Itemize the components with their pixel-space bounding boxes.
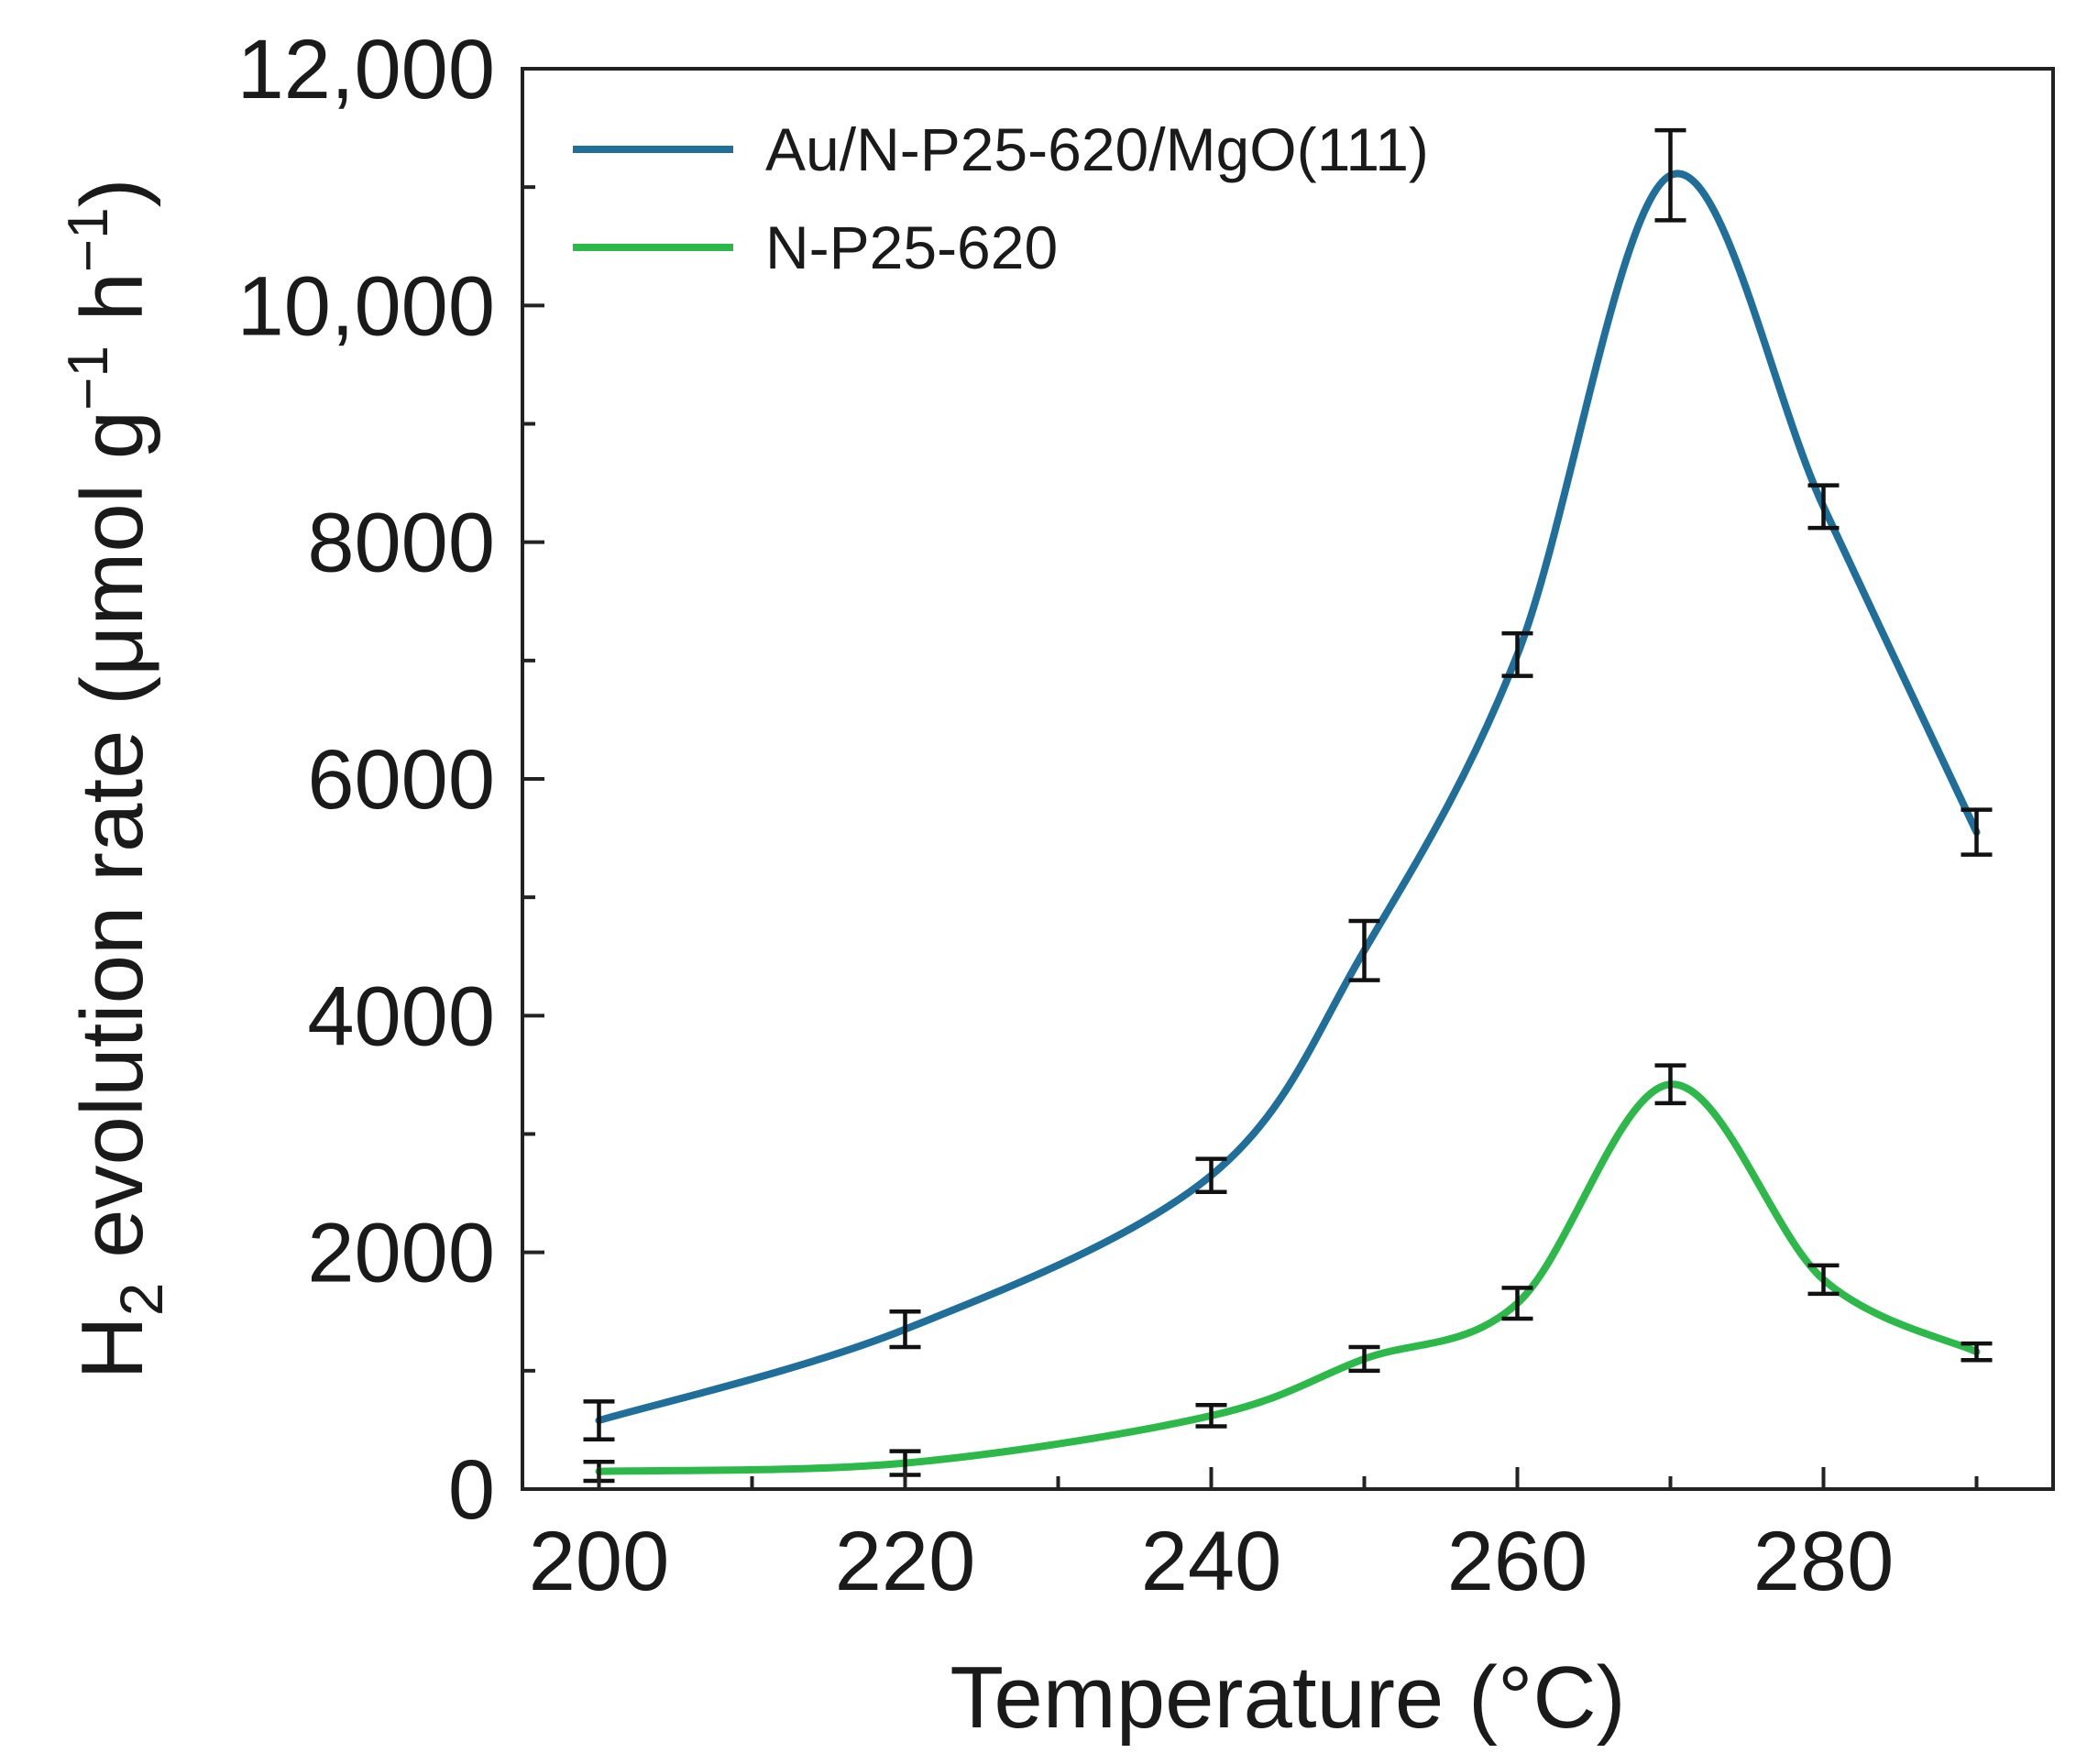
y-axis-title-sub: 2 [107, 1283, 175, 1317]
y-tick-label: 8000 [307, 497, 495, 590]
legend: Au/N-P25-620/MgO(111) N-P25-620 [573, 115, 1429, 281]
y-axis-title-sup1: −1 [57, 345, 120, 411]
legend-label-n-p25-620: N-P25-620 [765, 214, 1058, 281]
series-line-1 [595, 1080, 1981, 1475]
x-tick-label: 200 [529, 1515, 670, 1608]
y-tick-label: 6000 [307, 733, 495, 827]
y-tick-label: 12,000 [237, 23, 495, 116]
x-tick-label: 220 [835, 1515, 976, 1608]
y-axis-title: H2 evolution rate (μmol g−1 h−1) [57, 178, 175, 1379]
x-tick-label: 240 [1141, 1515, 1282, 1608]
ticks-layer [522, 67, 1979, 1491]
y-tick-label: 2000 [307, 1207, 495, 1300]
x-tick-label: 260 [1447, 1515, 1588, 1608]
y-axis-title-mid: h [63, 272, 161, 345]
legend-label-au-n-p25-620-mgo111: Au/N-P25-620/MgO(111) [765, 115, 1429, 183]
x-axis-title: Temperature (°C) [950, 1649, 1625, 1747]
x-tick-label: 280 [1753, 1515, 1895, 1608]
y-tick-label: 4000 [307, 970, 495, 1063]
series-layer [583, 127, 1993, 1484]
y-axis-title-main: H [63, 1316, 161, 1379]
y-axis-title-sup2: −1 [57, 207, 120, 272]
y-axis-title-end: ) [63, 178, 161, 207]
y-axis-title-rest: evolution rate (μmol g [63, 411, 161, 1283]
y-tick-label: 0 [448, 1443, 495, 1537]
series-line-0 [595, 170, 1981, 1425]
y-tick-label: 10,000 [237, 259, 495, 353]
tick-labels-layer: 200 220 240 260 280 0 2000 4000 6000 8000 10,000 12… [237, 23, 1895, 1608]
